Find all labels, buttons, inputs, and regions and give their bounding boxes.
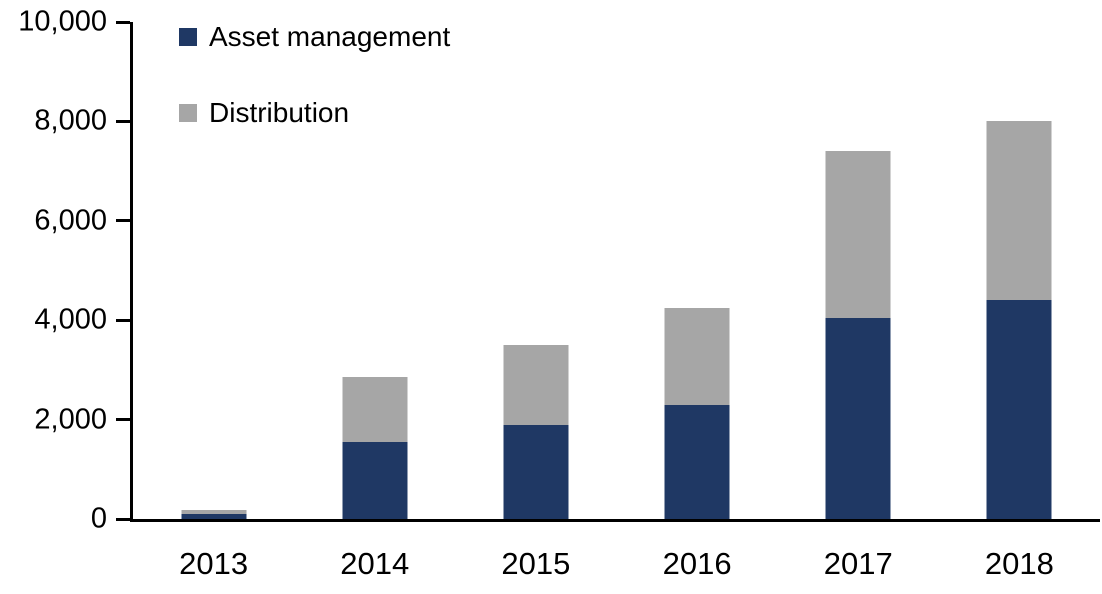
legend: Asset management Distribution	[179, 23, 450, 180]
bar-segment-asset-management-2018	[986, 300, 1052, 519]
legend-swatch-distribution-icon	[179, 104, 197, 122]
bar-group-2013: 2013	[133, 22, 294, 579]
bar-segment-asset-management-2017	[825, 317, 891, 519]
y-axis-ticks: 0 2,000 4,000 6,000 8,000 10,000	[18, 7, 1100, 533]
legend-label-asset-management: Asset management	[209, 21, 451, 52]
x-tick-label: 2018	[984, 546, 1054, 581]
bar-segment-distribution-2018	[986, 121, 1052, 301]
y-tick-mark	[116, 418, 130, 422]
bar-segment-asset-management-2013	[181, 514, 247, 519]
legend-label-distribution: Distribution	[209, 97, 350, 128]
stacked-bar-2015	[503, 22, 569, 519]
stacked-bar-2018	[986, 22, 1052, 519]
y-tick-label: 8,000	[34, 104, 107, 137]
x-tick-label: 2017	[823, 546, 893, 581]
plot-area: 0 2,000 4,000 6,000 8,000 10,000 2013 2014 2015…	[18, 7, 1100, 579]
y-tick-label: 2,000	[34, 403, 107, 436]
bar-segment-distribution-2015	[503, 345, 569, 425]
bars-container: 2013 2014 2015 2016 2017 2018	[133, 22, 1100, 579]
y-tick-label: 6,000	[34, 204, 107, 237]
y-tick-label: 10,000	[18, 5, 107, 38]
bar-segment-distribution-2017	[825, 151, 891, 318]
x-tick-label: 2016	[662, 546, 732, 581]
stacked-bar-2013	[181, 22, 247, 519]
legend-item-distribution: Distribution	[179, 99, 450, 127]
bar-segment-asset-management-2016	[664, 404, 730, 519]
bar-group-2014: 2014	[294, 22, 455, 579]
bar-group-2018: 2018	[939, 22, 1100, 579]
stacked-bar-2016	[664, 22, 730, 519]
y-tick-label: 0	[90, 502, 107, 535]
bar-group-2015: 2015	[455, 22, 616, 579]
bar-group-2016: 2016	[617, 22, 778, 579]
x-tick-label: 2014	[340, 546, 410, 581]
y-tick-label: 4,000	[34, 303, 107, 336]
y-tick-mark	[116, 219, 130, 223]
bar-segment-distribution-2014	[342, 377, 408, 442]
bar-segment-distribution-2013	[181, 509, 247, 515]
bar-segment-asset-management-2014	[342, 441, 408, 519]
legend-item-asset-management: Asset management	[179, 23, 450, 51]
stacked-bar-2014	[342, 22, 408, 519]
y-tick-mark	[116, 318, 130, 322]
x-tick-label: 2015	[501, 546, 571, 581]
y-tick-mark	[116, 20, 130, 24]
y-tick-mark	[116, 119, 130, 123]
legend-swatch-asset-management-icon	[179, 28, 197, 46]
stacked-bar-2017	[825, 22, 891, 519]
bar-group-2017: 2017	[778, 22, 939, 579]
x-tick-label: 2013	[179, 546, 249, 581]
bar-segment-distribution-2016	[664, 307, 730, 405]
bar-segment-asset-management-2015	[503, 424, 569, 519]
y-tick-mark	[116, 517, 130, 521]
